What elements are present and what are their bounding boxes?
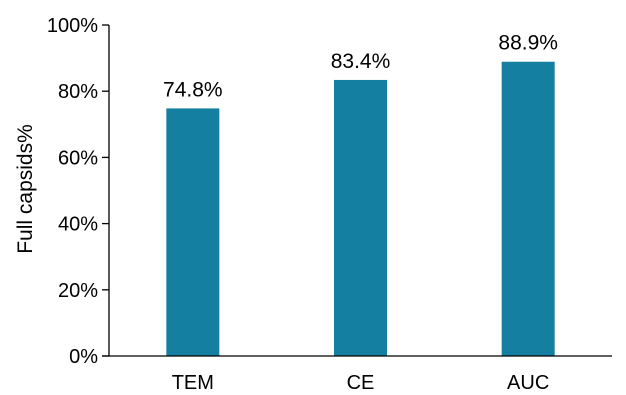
y-tick-label: 100% — [47, 15, 98, 37]
category-labels: TEM CE AUC — [172, 372, 550, 394]
data-label: 88.9% — [498, 32, 558, 55]
y-tick-label: 60% — [58, 147, 98, 169]
y-tick-label: 40% — [58, 214, 98, 236]
bars — [166, 61, 555, 357]
data-label: 83.4% — [331, 50, 391, 73]
category-label: AUC — [507, 372, 549, 394]
y-tick-label: 20% — [58, 280, 98, 302]
category-label: CE — [347, 372, 375, 394]
y-tick-label: 0% — [69, 346, 98, 368]
y-axis-ticks: 0% 20% 40% 60% 80% 100% — [47, 15, 109, 368]
data-label: 74.8% — [163, 78, 223, 101]
bar — [501, 61, 555, 357]
y-axis-title: Full capsids% — [14, 124, 37, 254]
y-tick-label: 80% — [58, 81, 98, 103]
bar — [334, 79, 387, 357]
data-labels: 74.8% 83.4% 88.9% — [163, 32, 558, 102]
bar — [166, 108, 220, 356]
category-label: TEM — [172, 372, 214, 394]
